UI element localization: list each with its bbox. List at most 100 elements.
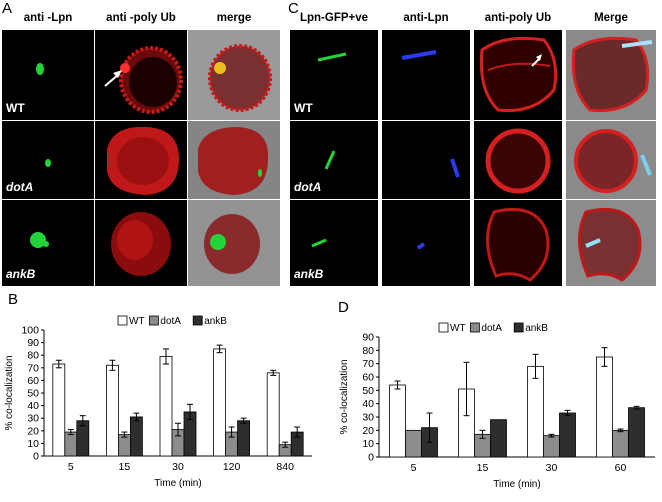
panel-b-x-tick-label: 15 (119, 461, 131, 473)
panel-a-ankb-merge-image (188, 200, 280, 286)
panel-b-x-tick-label: 5 (68, 461, 74, 473)
panel-b-bar-dota-15 (118, 434, 131, 457)
panel-d-y-axis-label: % co-localization (339, 359, 350, 434)
panel-d-y-tick-label: 40 (362, 398, 374, 410)
panel-b-y-tick-label: 100 (21, 325, 39, 337)
panel-b-y-tick-label: 10 (27, 438, 39, 450)
panel-b-y-tick-label: 60 (27, 375, 39, 387)
panel-b-x-tick-label: 120 (223, 461, 241, 473)
panel-c-dota-polyub-image (474, 121, 562, 199)
panel-d-y-tick-label: 0 (368, 452, 374, 464)
panel-b-bar-wt-5 (52, 363, 66, 457)
panel-d-x-tick-label: 60 (615, 462, 627, 474)
panel-d-legend-label-dota: dotA (481, 323, 502, 334)
panel-a-col-header-lpn: anti -Lpn (23, 12, 73, 24)
panel-d-legend-label-ankb: ankB (525, 323, 548, 334)
panel-a-ankb-lpn-image: ankB (2, 200, 94, 286)
panel-c-col-header-gfp: Lpn-GFP+ve (299, 12, 369, 24)
panel-c-row-label-wt: WT (294, 101, 313, 115)
panel-d-bar-ankb-60 (628, 407, 645, 458)
panel-c-ankb-gfp-image: ankB (290, 200, 378, 286)
panel-a-ankb-polyub-image (95, 200, 187, 286)
panel-a-dota-polyub-image (95, 121, 187, 199)
panel-c-row-label-dota: dotA (294, 180, 322, 194)
panel-a-dota-merge-image (188, 121, 280, 199)
panel-c-wt-lpn-image (382, 30, 470, 120)
panel-c-col-header-merge: Merge (594, 12, 628, 24)
panel-b-bar-dota-5 (64, 431, 78, 457)
panel-c-wt-merge-image (566, 30, 656, 120)
panel-d-y-tick-label: 90 (362, 332, 374, 344)
panel-b-bar-wt-30 (159, 356, 173, 457)
panel-b-bar-ankb-120 (237, 420, 251, 457)
panel-a-wt-lpn-image: WT (2, 30, 94, 120)
panel-b-legend-swatch-wt (117, 315, 128, 326)
panel-d-bar-dota-60 (612, 429, 629, 458)
panel-a-row-label-wt: WT (6, 101, 25, 115)
panel-c-ankb-polyub-image (474, 200, 562, 286)
panel-label-d: D (338, 299, 349, 316)
panel-d-bar-wt-30 (527, 365, 544, 458)
panel-c-ankb-lpn-image (382, 200, 470, 286)
panel-b-legend-label-dota: dotA (160, 316, 181, 327)
panel-d-x-tick-label: 5 (411, 462, 417, 474)
panel-a-col-header-merge: merge (216, 12, 252, 24)
panel-b-x-axis-label: Time (min) (154, 478, 201, 489)
panel-b-bar-wt-120 (213, 348, 227, 457)
panel-c-wt-polyub-image (474, 30, 562, 120)
panel-d-x-axis-label: Time (min) (493, 479, 540, 490)
panel-d-bar-ankb-30 (559, 412, 576, 458)
panel-d-x-tick-label: 15 (477, 462, 489, 474)
panel-b-y-tick-label: 50 (27, 388, 39, 400)
panel-b-y-tick-label: 20 (27, 425, 39, 437)
panel-b-legend-swatch-ankb (192, 315, 203, 326)
panel-b-y-tick-label: 90 (27, 337, 39, 349)
panel-b-legend-label-wt: WT (129, 316, 145, 327)
panel-d-legend-swatch-wt (438, 322, 449, 333)
panel-d-y-tick-label: 80 (362, 345, 374, 357)
panel-a-dota-lpn-image: dotA (2, 121, 94, 199)
panel-a-wt-merge-image (188, 30, 280, 120)
panel-d-bar-wt-60 (596, 356, 613, 458)
panel-c-col-header-lpn: anti-Lpn (403, 12, 449, 24)
panel-c-dota-merge-image (566, 121, 656, 199)
panel-c-ankb-merge-image (566, 200, 656, 286)
panel-c-col-header-polyub: anti-poly Ub (484, 12, 552, 24)
panel-c-row-label-ankb: ankB (294, 267, 324, 281)
panel-d-bar-dota-30 (543, 435, 560, 458)
panel-b-x-tick-label: 840 (276, 461, 294, 473)
panel-b-y-tick-label: 80 (27, 350, 39, 362)
panel-b-y-tick-label: 0 (33, 451, 39, 463)
panel-d-y-tick-label: 70 (362, 358, 374, 370)
panel-a-row-label-dota: dotA (6, 180, 34, 194)
panel-c-wt-gfp-image: WT (290, 30, 378, 120)
panel-d-y-tick-label: 20 (362, 425, 374, 437)
panel-d-y-tick-label: 60 (362, 372, 374, 384)
panel-d-y-tick-label: 30 (362, 412, 374, 424)
panel-b-y-tick-label: 70 (27, 362, 39, 374)
panel-c-dota-gfp-image: dotA (290, 121, 378, 199)
panel-b-y-axis-label: % co-localization (4, 355, 15, 430)
panel-d-legend-swatch-dota (469, 322, 480, 333)
panel-d-x-tick-label: 30 (546, 462, 558, 474)
panel-label-c: C (288, 0, 299, 17)
panel-label-a: A (2, 0, 13, 17)
panel-b-x-tick-label: 30 (172, 461, 184, 473)
panel-a-col-header-polyub: anti -poly Ub (106, 12, 176, 24)
panel-d-bar-ankb-15 (490, 419, 507, 458)
panel-d-legend-swatch-ankb (513, 322, 524, 333)
panel-d-y-tick-label: 10 (362, 438, 374, 450)
panel-d-bar-dota-5 (405, 429, 422, 458)
panel-b-legend-label-ankb: ankB (204, 316, 227, 327)
panel-a-wt-polyub-image (95, 30, 187, 120)
panel-c-dota-lpn-image (382, 121, 470, 199)
panel-d-bar-wt-5 (389, 384, 406, 458)
panel-a-row-label-ankb: ankB (6, 267, 36, 281)
panel-d-legend-label-wt: WT (450, 323, 466, 334)
panel-b-bar-wt-15 (106, 364, 119, 457)
panel-b-y-tick-label: 40 (27, 400, 39, 412)
panel-d-y-tick-label: 50 (362, 385, 374, 397)
panel-b-bar-wt-840 (266, 372, 280, 457)
